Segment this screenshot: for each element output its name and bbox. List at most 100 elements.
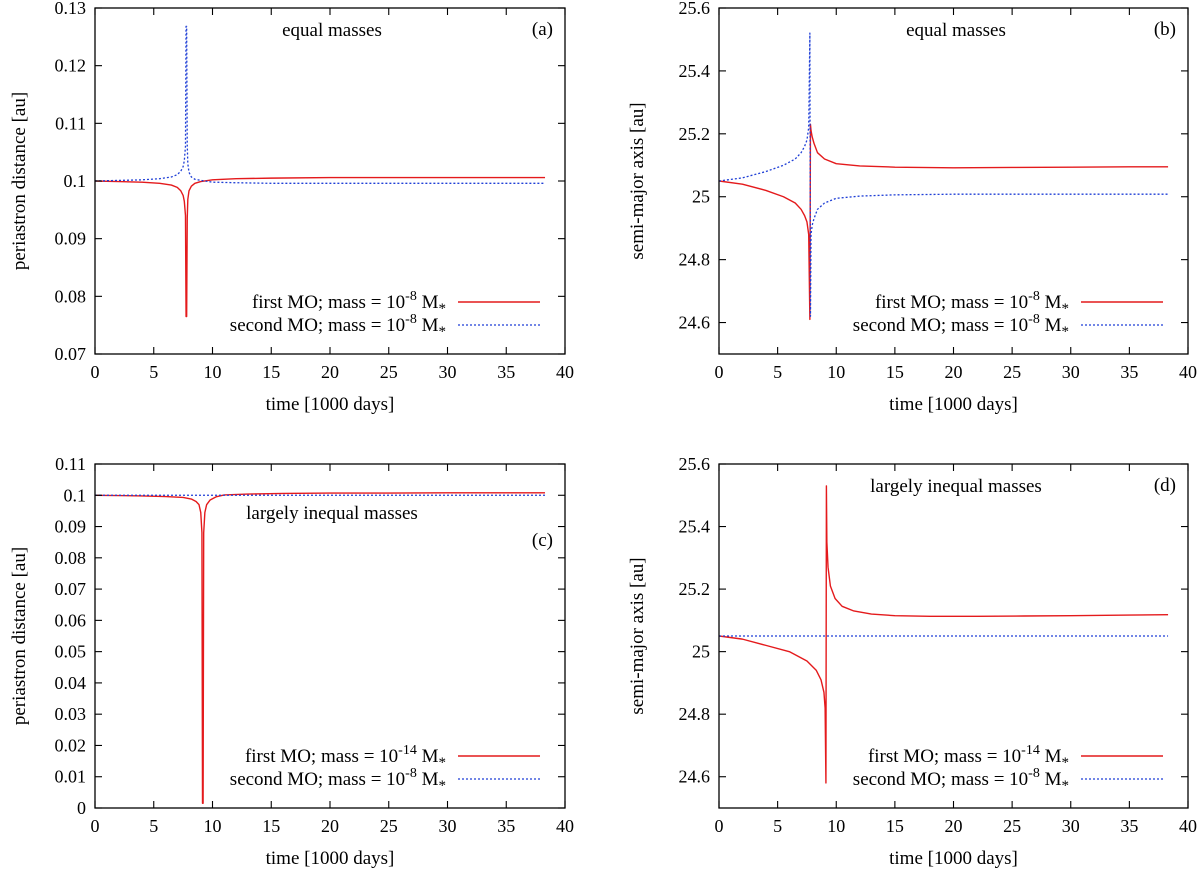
- legend-label: first MO; mass = 10-14 M*: [245, 743, 446, 771]
- panel-tag: (c): [532, 530, 553, 551]
- legend-label-text: first MO; mass = 10: [868, 746, 1021, 767]
- y-tick-label: 24.8: [679, 704, 711, 724]
- y-tick-label: 0: [77, 798, 86, 818]
- y-tick-label: 25.4: [679, 61, 711, 81]
- legend-mass-unit: M: [417, 769, 439, 790]
- series-line-first-mo: [95, 176, 546, 318]
- legend-entry-second-mo: second MO; mass = 10-8 M*: [230, 766, 540, 794]
- y-tick-label: 0.04: [55, 673, 87, 693]
- legend-entry-first-mo: first MO; mass = 10-8 M*: [252, 289, 540, 317]
- legend-label-text: second MO; mass = 10: [230, 769, 405, 790]
- panel-c: 0 5 10 15 20 25 30 35 40 0 0.01 0.02 0.03 0.04 0.05 0.0…: [9, 454, 574, 869]
- x-axis-title: time [1000 days]: [889, 394, 1018, 415]
- legend-entry-second-mo: second MO; mass = 10-8 M*: [230, 312, 540, 340]
- panel-d: 0 5 10 15 20 25 30 35 40 24.6 24.8 25 25.2 25.4 25.6 ti…: [627, 454, 1197, 869]
- series-line-second-mo: [719, 32, 1169, 317]
- x-tick-label: 35: [497, 816, 515, 836]
- legend-label: first MO; mass = 10-8 M*: [252, 289, 446, 317]
- y-tick-label: 25.6: [679, 454, 711, 474]
- y-tick-label: 25.4: [679, 517, 711, 537]
- legend-label-text: second MO; mass = 10: [853, 769, 1028, 790]
- legend-exponent: -8: [1028, 289, 1040, 304]
- y-tick-label: 25: [692, 642, 710, 662]
- legend-mass-unit: M: [417, 746, 439, 767]
- series-line-first-mo: [719, 485, 1169, 784]
- y-axis-title: semi-major axis [au]: [627, 102, 648, 259]
- x-tick-label: 30: [439, 816, 457, 836]
- panel-b: 0 5 10 15 20 25 30 35 40 24.6 24.8 25 25.2 25.4 25.6 ti…: [627, 0, 1197, 415]
- x-tick-label: 20: [945, 816, 963, 836]
- y-tick-label: 0.11: [55, 454, 86, 474]
- legend-star-subscript: *: [1062, 301, 1070, 317]
- x-tick-label: 25: [1003, 362, 1021, 382]
- legend-exponent: -8: [405, 289, 417, 304]
- legend-label-text: first MO; mass = 10: [252, 292, 405, 313]
- x-tick-label: 40: [1179, 816, 1197, 836]
- x-tick-label: 10: [827, 362, 845, 382]
- y-tick-label: 24.6: [679, 767, 711, 787]
- x-tick-label: 15: [262, 362, 280, 382]
- legend-entry-second-mo: second MO; mass = 10-8 M*: [853, 766, 1163, 794]
- legend-star-subscript: *: [439, 324, 447, 340]
- x-tick-label: 25: [380, 816, 398, 836]
- series-line-first-mo: [719, 123, 1169, 321]
- x-tick-label: 5: [149, 816, 158, 836]
- x-tick-label: 20: [945, 362, 963, 382]
- x-tick-label: 15: [886, 816, 904, 836]
- x-tick-label: 20: [321, 816, 339, 836]
- legend-star-subscript: *: [439, 301, 447, 317]
- x-tick-label: 5: [773, 362, 782, 382]
- panel-title: equal masses: [906, 20, 1006, 41]
- x-tick-label: 35: [497, 362, 515, 382]
- legend-entry-first-mo: first MO; mass = 10-8 M*: [875, 289, 1163, 317]
- x-tick-label: 35: [1120, 816, 1138, 836]
- y-tick-label: 0.01: [55, 767, 87, 787]
- legend-star-subscript: *: [1062, 324, 1070, 340]
- legend-star-subscript: *: [1062, 778, 1070, 794]
- x-tick-label: 0: [715, 362, 724, 382]
- y-tick-label: 25.2: [679, 124, 711, 144]
- y-tick-label: 0.06: [55, 610, 87, 630]
- x-tick-label: 30: [1062, 362, 1080, 382]
- y-tick-label: 25.2: [679, 579, 711, 599]
- legend-exponent: -8: [405, 312, 417, 327]
- legend-label: first MO; mass = 10-8 M*: [875, 289, 1069, 317]
- x-tick-label: 15: [886, 362, 904, 382]
- y-tick-label: 0.07: [55, 579, 87, 599]
- y-tick-label: 0.12: [55, 56, 87, 76]
- y-tick-label: 0.08: [55, 286, 87, 306]
- y-tick-label: 25: [692, 187, 710, 207]
- y-tick-label: 0.09: [55, 229, 87, 249]
- y-tick-label: 0.1: [64, 485, 87, 505]
- legend-mass-unit: M: [1040, 769, 1062, 790]
- y-tick-label: 0.07: [55, 344, 87, 364]
- x-tick-label: 40: [556, 362, 574, 382]
- panel-tag: (b): [1154, 19, 1176, 40]
- legend-entry-first-mo: first MO; mass = 10-14 M*: [868, 743, 1163, 771]
- x-axis-title: time [1000 days]: [266, 848, 395, 869]
- legend-entry-second-mo: second MO; mass = 10-8 M*: [853, 312, 1163, 340]
- panel-title: equal masses: [282, 20, 382, 41]
- x-tick-label: 25: [1003, 816, 1021, 836]
- x-tick-label: 0: [91, 362, 100, 382]
- x-tick-label: 10: [827, 816, 845, 836]
- legend-mass-unit: M: [417, 292, 439, 313]
- y-axis-title: semi-major axis [au]: [627, 557, 648, 714]
- legend-exponent: -8: [1028, 312, 1040, 327]
- y-tick-label: 25.6: [679, 0, 711, 18]
- x-axis-title: time [1000 days]: [266, 394, 395, 415]
- x-tick-label: 40: [1179, 362, 1197, 382]
- x-tick-label: 35: [1120, 362, 1138, 382]
- x-tick-label: 15: [262, 816, 280, 836]
- x-tick-label: 5: [149, 362, 158, 382]
- legend-label-text: second MO; mass = 10: [230, 315, 405, 336]
- x-tick-label: 30: [439, 362, 457, 382]
- legend-label-text: first MO; mass = 10: [875, 292, 1028, 313]
- legend-mass-unit: M: [1040, 315, 1062, 336]
- y-tick-label: 0.11: [55, 113, 86, 133]
- legend-label-text: second MO; mass = 10: [853, 315, 1028, 336]
- x-tick-label: 0: [91, 816, 100, 836]
- x-tick-label: 10: [204, 816, 222, 836]
- legend-mass-unit: M: [417, 315, 439, 336]
- legend-label: second MO; mass = 10-8 M*: [230, 766, 446, 794]
